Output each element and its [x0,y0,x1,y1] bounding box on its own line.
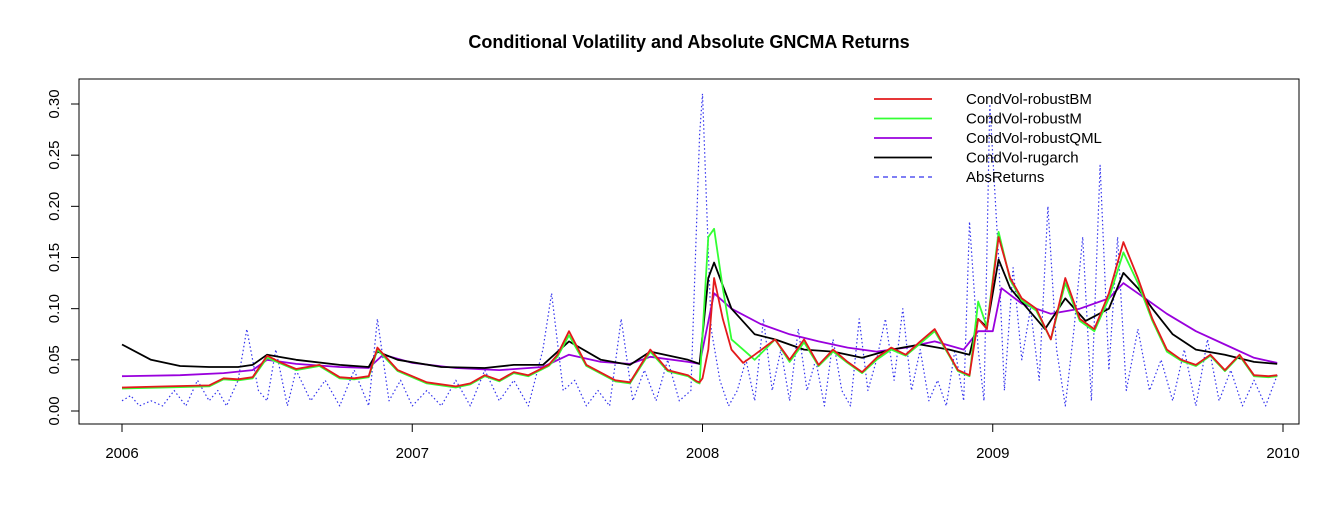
legend-label: AbsReturns [966,169,1044,186]
x-axis: 2006 2007 2008 2009 2010 [105,423,1300,462]
series-layer [121,93,1278,407]
legend-label: CondVol-robustBM [966,91,1092,108]
x-tick-label: 2010 [1266,445,1299,462]
y-tick-label: 0.05 [46,345,63,374]
y-tick-label: 0.25 [46,141,63,170]
y-tick-label: 0.00 [46,396,63,425]
x-tick-label: 2007 [396,445,429,462]
plot-frame [78,78,1300,425]
chart-title: Conditional Volatility and Absolute GNCM… [468,32,909,52]
y-tick-label: 0.15 [46,243,63,272]
y-tick-label: 0.30 [46,89,63,118]
x-tick-label: 2008 [686,445,719,462]
legend-label: CondVol-rugarch [966,150,1079,167]
y-axis: 0.00 0.05 0.10 0.15 0.20 0.25 0.30 [46,89,80,426]
y-tick-label: 0.20 [46,192,63,221]
legend: CondVol-robustBM CondVol-robustM CondVol-r… [874,91,1102,186]
x-tick-label: 2009 [976,445,1009,462]
legend-label: CondVol-robustQML [966,130,1102,147]
x-tick-label: 2006 [105,445,138,462]
series-line-condvol-rugarch [121,258,1278,369]
series-line-absreturns [121,93,1278,407]
series-line-condvol-robustbm [121,236,1278,389]
legend-label: CondVol-robustM [966,111,1082,128]
y-tick-label: 0.10 [46,294,63,323]
